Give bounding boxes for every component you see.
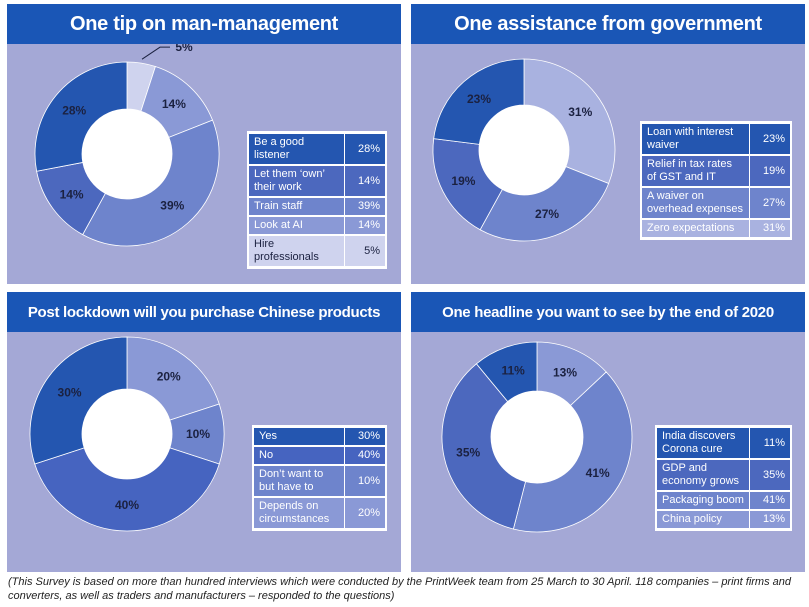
legend-label: Be a good listener [249,134,344,164]
legend-row: Let them ‘own’ their work 14% [249,166,385,196]
legend-value: 30% [344,428,385,445]
legend-row: Look at AI 14% [249,217,385,234]
slice-value-label: 11% [501,364,525,378]
legend-row: Relief in tax rates of GST and IT 19% [642,156,790,186]
donut-chart: 31% 27% 19% 23% [432,58,616,242]
legend-row: A waiver on overhead expenses 27% [642,188,790,218]
legend-label: Depends on circumstances [254,498,344,528]
legend-value: 41% [749,492,790,509]
legend-value: 31% [749,220,790,237]
legend-label: Train staff [249,198,344,215]
legend-label: A waiver on overhead expenses [642,188,749,218]
donut-chart: 5% 14% 39% 14% 28% [34,44,220,247]
legend-row: India discovers Corona cure 11% [657,428,790,458]
chart-legend-table: India discovers Corona cure 11% GDP and ec… [655,425,792,531]
slice-value-label: 5% [175,44,193,54]
legend-row: Depends on circumstances 20% [254,498,385,528]
slice-value-label: 28% [62,103,86,117]
slice-value-label: 30% [58,385,82,399]
slice-value-label: 19% [451,174,475,188]
chart-legend-table: Be a good listener 28% Let them ‘own’ thei… [247,131,387,269]
legend-label: China policy [657,511,749,528]
donut-chart: 13% 41% 35% 11% [441,341,633,533]
legend-row: Be a good listener 28% [249,134,385,164]
legend-value: 28% [344,134,385,164]
legend-value: 39% [344,198,385,215]
slice-value-label: 39% [160,198,184,212]
slice-value-label: 40% [115,498,139,512]
legend-value: 20% [344,498,385,528]
legend-value: 5% [344,236,385,266]
donut-hole [82,389,172,479]
slice-value-label: 20% [157,370,181,384]
slice-value-label: 14% [60,187,84,201]
slice-value-label: 27% [535,207,559,221]
slice-value-label: 23% [467,92,491,106]
legend-row: Loan with interest waiver 23% [642,124,790,154]
legend-label: Let them ‘own’ their work [249,166,344,196]
legend-label: Look at AI [249,217,344,234]
slice-value-label: 35% [456,445,480,459]
chart-legend-table: Loan with interest waiver 23% Relief in ta… [640,121,792,240]
donut-chart: 20% 10% 40% 30% [29,336,225,532]
slice-value-label: 41% [586,466,610,480]
legend-value: 23% [749,124,790,154]
chart-panel-chinese-products: Post lockdown will you purchase Chinese … [7,292,401,572]
legend-value: 14% [344,217,385,234]
chart-title: One headline you want to see by the end … [411,292,805,332]
slice-value-label: 31% [568,105,592,119]
legend-row: Hire professionals 5% [249,236,385,266]
legend-label: Loan with interest waiver [642,124,749,154]
legend-label: No [254,447,344,464]
legend-value: 10% [344,466,385,496]
slice-value-label: 10% [186,427,210,441]
slice-value-label: 13% [553,365,577,379]
chart-legend-table: Yes 30% No 40% Don’t want to but have to 10% D… [252,425,387,531]
legend-label: GDP and economy grows [657,460,749,490]
legend-row: Zero expectations 31% [642,220,790,237]
chart-panel-headline-2020: One headline you want to see by the end … [411,292,805,572]
legend-row: Yes 30% [254,428,385,445]
chart-title: One assistance from government [411,4,805,44]
legend-value: 40% [344,447,385,464]
legend-label: Zero expectations [642,220,749,237]
legend-value: 27% [749,188,790,218]
chart-title: One tip on man-management [7,4,401,44]
legend-value: 35% [749,460,790,490]
legend-label: Relief in tax rates of GST and IT [642,156,749,186]
legend-row: China policy 13% [657,511,790,528]
legend-row: Don’t want to but have to 10% [254,466,385,496]
donut-hole [491,391,583,483]
legend-row: Train staff 39% [249,198,385,215]
legend-label: Don’t want to but have to [254,466,344,496]
legend-value: 11% [749,428,790,458]
survey-footnote: (This Survey is based on more than hundr… [8,576,792,602]
legend-value: 19% [749,156,790,186]
legend-row: No 40% [254,447,385,464]
legend-row: GDP and economy grows 35% [657,460,790,490]
chart-title: Post lockdown will you purchase Chinese … [7,292,401,332]
legend-label: Packaging boom [657,492,749,509]
donut-hole [82,109,172,199]
chart-panel-man-management: One tip on man-management 5% 14% 39% 14% 28%… [7,4,401,284]
legend-label: Hire professionals [249,236,344,266]
legend-row: Packaging boom 41% [657,492,790,509]
slice-leader-line [141,46,171,60]
legend-value: 14% [344,166,385,196]
chart-panel-government-assistance: One assistance from government 31% 27% 19%… [411,4,805,284]
legend-value: 13% [749,511,790,528]
slice-value-label: 14% [162,97,186,111]
donut-hole [479,105,569,195]
legend-label: India discovers Corona cure [657,428,749,458]
legend-label: Yes [254,428,344,445]
